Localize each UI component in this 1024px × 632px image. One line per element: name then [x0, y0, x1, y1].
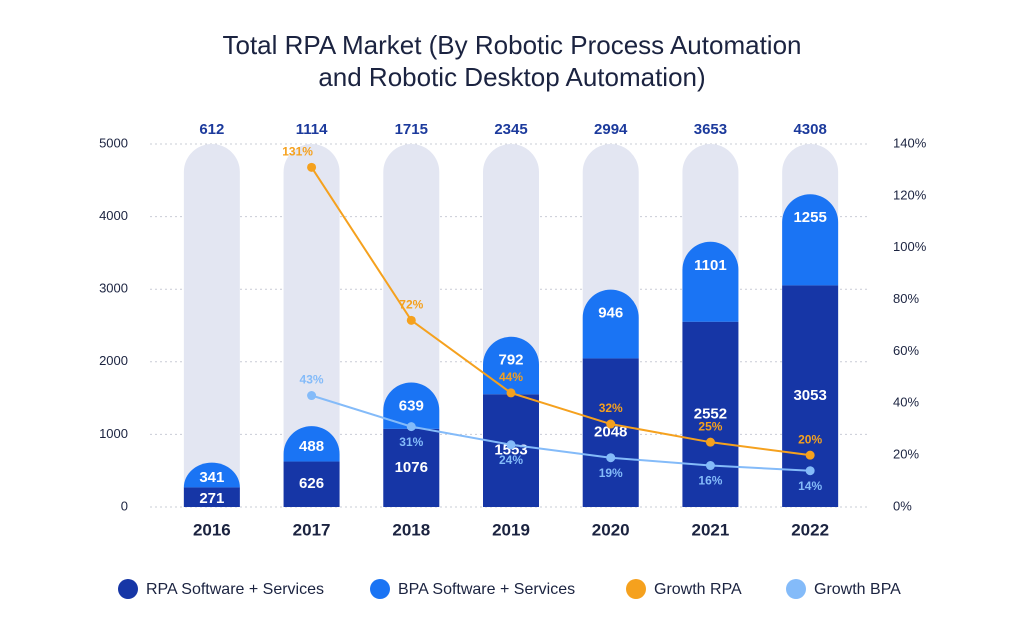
bar-segment: [383, 428, 440, 507]
line-point: [506, 388, 516, 398]
bar-segment: [582, 358, 639, 507]
line-point: [506, 440, 516, 450]
y2-tick-label: 40%: [893, 395, 919, 410]
bar-background: [183, 144, 240, 508]
legend-swatch: [118, 579, 138, 599]
point-label: 25%: [698, 419, 722, 433]
bar-background: [283, 144, 340, 508]
bar-value-label: 792: [498, 352, 523, 369]
y-tick-label: 3000: [99, 281, 128, 296]
point-label: 24%: [499, 453, 523, 467]
bar-segment: [483, 394, 539, 507]
point-label: 131%: [282, 145, 313, 159]
bar-segment: [782, 194, 839, 286]
legend-swatch: [626, 579, 646, 599]
bar-value-label: 271: [199, 490, 224, 507]
point-label: 19%: [599, 466, 623, 480]
line-point: [805, 450, 815, 460]
y-tick-label: 2000: [99, 353, 128, 368]
legend-label: Growth BPA: [814, 581, 901, 598]
total-label: 3653: [694, 121, 727, 138]
point-label: 72%: [399, 297, 423, 311]
y2-tick-label: 120%: [893, 187, 927, 202]
total-label: 2345: [494, 121, 527, 138]
line-point: [406, 315, 416, 325]
y2-tick-label: 140%: [893, 135, 927, 150]
bar-value-label: 1255: [793, 209, 826, 226]
x-tick-label: 2021: [692, 520, 730, 539]
bar-value-label: 639: [399, 397, 424, 414]
y2-tick-label: 0%: [893, 498, 912, 513]
total-label: 1114: [296, 121, 328, 138]
point-label: 32%: [599, 401, 623, 415]
bar-segment: [183, 487, 240, 507]
x-tick-label: 2019: [492, 520, 530, 539]
point-label: 20%: [798, 432, 822, 446]
bar-segment: [283, 461, 340, 507]
bar-segment: [582, 289, 639, 359]
x-tick-label: 2018: [392, 520, 430, 539]
bar-segment: [682, 321, 739, 507]
legend-label: BPA Software + Services: [398, 581, 575, 598]
point-label: 31%: [399, 435, 423, 449]
line-point: [307, 391, 317, 401]
bar-segment: [183, 462, 240, 488]
line-point: [606, 419, 616, 429]
total-label: 4308: [793, 121, 826, 138]
y2-tick-label: 100%: [893, 239, 927, 254]
point-label: 44%: [499, 370, 523, 384]
y-tick-label: 0: [121, 498, 128, 513]
bar-value-label: 1101: [694, 257, 727, 274]
y-tick-label: 1000: [99, 426, 128, 441]
legend-label: RPA Software + Services: [146, 581, 324, 598]
point-label: 43%: [300, 373, 324, 387]
x-tick-label: 2020: [592, 520, 630, 539]
x-tick-label: 2017: [293, 520, 331, 539]
total-label: 2994: [594, 121, 628, 138]
bar-segment: [682, 241, 739, 322]
bar-value-label: 341: [199, 469, 224, 486]
point-label: 14%: [798, 479, 822, 493]
bar-value-label: 946: [598, 305, 623, 322]
y-tick-label: 5000: [99, 135, 128, 150]
y2-tick-label: 60%: [893, 343, 919, 358]
bar-segment: [383, 382, 440, 429]
bar-value-label: 488: [299, 438, 324, 455]
legend-label: Growth RPA: [654, 581, 742, 598]
line-point: [705, 461, 715, 471]
line-point: [406, 422, 416, 432]
bar-value-label: 3053: [793, 387, 826, 404]
chart-title: Total RPA Market (By Robotic Process Aut…: [223, 30, 802, 60]
x-tick-label: 2022: [791, 520, 829, 539]
y2-tick-label: 80%: [893, 291, 919, 306]
bar-segment: [483, 336, 539, 395]
chart-title: and Robotic Desktop Automation): [318, 62, 705, 92]
line-point: [307, 162, 317, 172]
total-label: 612: [199, 121, 224, 138]
total-label: 1715: [395, 121, 428, 138]
legend-swatch: [786, 579, 806, 599]
line-series: [310, 166, 811, 457]
line-point: [805, 466, 815, 476]
bar-value-label: 626: [299, 475, 324, 492]
y-tick-label: 4000: [99, 208, 128, 223]
x-tick-label: 2016: [193, 520, 231, 539]
bar-value-label: 1076: [395, 459, 428, 476]
bar-segment: [283, 426, 340, 462]
line-series: [311, 394, 811, 472]
line-point: [705, 437, 715, 447]
y2-tick-label: 20%: [893, 447, 919, 462]
bar-value-label: 2552: [694, 405, 727, 422]
point-label: 16%: [698, 474, 722, 488]
bar-value-label: 2048: [594, 424, 627, 441]
line-point: [606, 453, 616, 463]
legend-swatch: [370, 579, 390, 599]
